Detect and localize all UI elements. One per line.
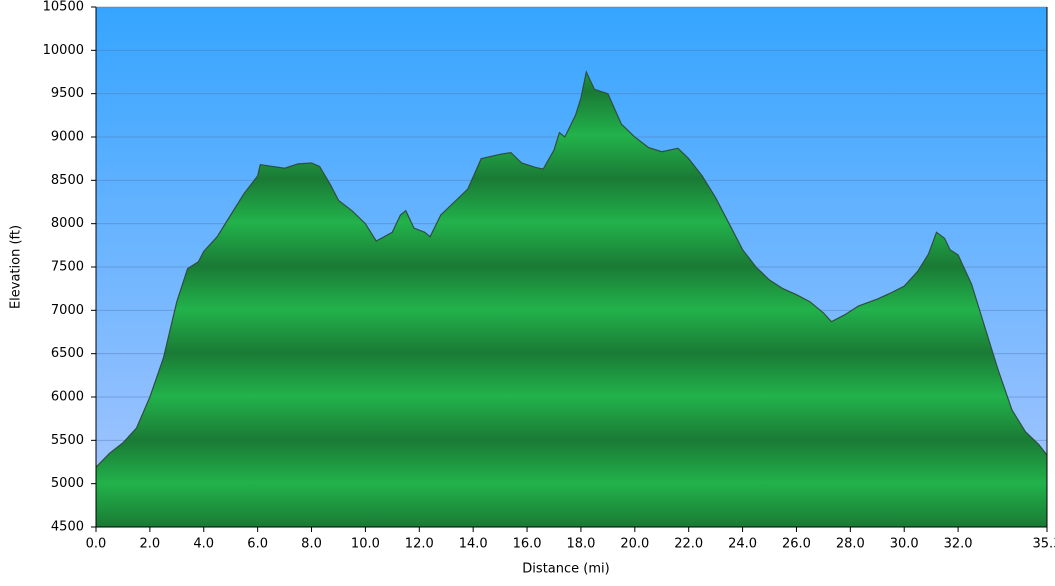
y-tick-label: 7500 (51, 260, 84, 275)
y-tick-label: 6500 (51, 346, 84, 361)
y-tick-label: 10000 (43, 43, 84, 58)
y-tick-label: 8000 (51, 216, 84, 231)
x-tick-label: 12.0 (405, 537, 434, 552)
y-axis-label: Elevation (ft) (9, 225, 24, 309)
y-tick-label: 6000 (51, 390, 84, 405)
x-tick-label: 14.0 (459, 537, 488, 552)
x-tick-label: 10.0 (351, 537, 380, 552)
x-tick-label: 8.0 (301, 537, 322, 552)
x-tick-label: 22.0 (674, 537, 703, 552)
x-tick-label: 24.0 (728, 537, 757, 552)
y-tick-label: 7000 (51, 303, 84, 318)
x-tick-label: 35.3 (1033, 537, 1055, 552)
x-tick-label: 28.0 (836, 537, 865, 552)
x-tick-label: 30.0 (890, 537, 919, 552)
y-tick-label: 9000 (51, 130, 84, 145)
y-tick-label: 5000 (51, 476, 84, 491)
y-tick-label: 8500 (51, 173, 84, 188)
x-axis-label: Distance (mi) (522, 562, 609, 577)
y-tick-label: 10500 (43, 0, 84, 15)
elevation-area (96, 72, 1047, 527)
x-tick-label: 4.0 (193, 537, 214, 552)
x-tick-label: 16.0 (513, 537, 542, 552)
x-tick-label: 20.0 (620, 537, 649, 552)
x-tick-label: 2.0 (140, 537, 161, 552)
x-tick-label: 18.0 (566, 537, 595, 552)
plot (95, 6, 1048, 528)
y-tick-label: 4500 (51, 520, 84, 535)
x-tick-label: 32.0 (944, 537, 973, 552)
y-tick-label: 9500 (51, 86, 84, 101)
y-tick-label: 5500 (51, 433, 84, 448)
x-tick-label: 6.0 (247, 537, 268, 552)
x-tick-label: 0.0 (86, 537, 107, 552)
x-tick-label: 26.0 (782, 537, 811, 552)
elevation-line (95, 70, 1048, 468)
